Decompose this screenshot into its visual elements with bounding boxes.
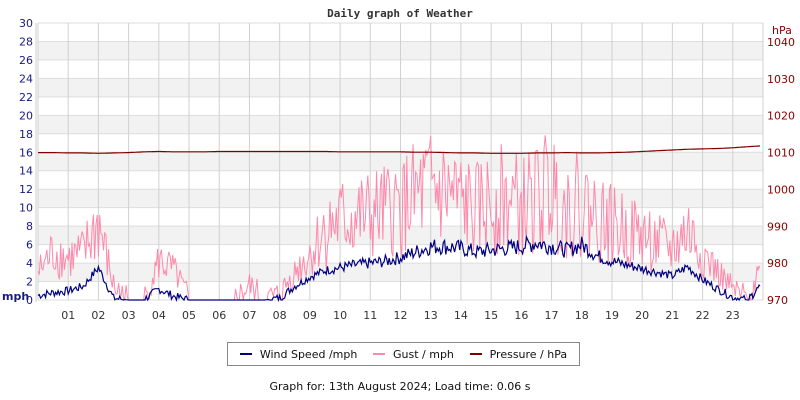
svg-text:16: 16 xyxy=(19,146,33,159)
svg-text:10: 10 xyxy=(19,202,33,215)
svg-text:03: 03 xyxy=(122,309,136,322)
chart-legend: Wind Speed /mph Gust / mph Pressure / hP… xyxy=(227,342,580,366)
chart-title: Daily graph of Weather xyxy=(327,7,473,20)
legend-label: Wind Speed /mph xyxy=(259,347,358,361)
svg-text:0: 0 xyxy=(26,294,33,307)
svg-text:2: 2 xyxy=(26,276,33,289)
svg-text:21: 21 xyxy=(665,309,679,322)
legend-label: Gust / mph xyxy=(393,347,454,361)
svg-text:1010: 1010 xyxy=(767,147,795,160)
legend-item-pressure: Pressure / hPa xyxy=(469,347,568,361)
y-axis-unit-right: hPa xyxy=(772,24,792,37)
svg-text:22: 22 xyxy=(696,309,710,322)
pressure-swatch-icon xyxy=(469,353,482,355)
svg-text:1020: 1020 xyxy=(767,110,795,123)
svg-text:30: 30 xyxy=(19,17,33,30)
legend-item-gust: Gust / mph xyxy=(373,348,454,361)
svg-text:10: 10 xyxy=(333,309,347,322)
series-pressure-hpa xyxy=(38,145,761,154)
svg-text:18: 18 xyxy=(575,309,589,322)
series-wind-speed-mph xyxy=(37,234,761,303)
svg-text:1000: 1000 xyxy=(767,183,795,196)
svg-text:11: 11 xyxy=(363,309,377,322)
legend-label: Pressure / hPa xyxy=(489,347,568,361)
grid-lines xyxy=(35,22,764,302)
svg-text:1030: 1030 xyxy=(767,73,795,86)
svg-text:19: 19 xyxy=(605,309,619,322)
svg-text:16: 16 xyxy=(514,309,528,322)
svg-text:8: 8 xyxy=(26,220,33,233)
gust-swatch-icon xyxy=(373,353,385,355)
data-series xyxy=(37,135,761,303)
svg-text:20: 20 xyxy=(19,109,33,122)
svg-text:990: 990 xyxy=(767,220,788,233)
svg-text:20: 20 xyxy=(635,309,649,322)
svg-text:24: 24 xyxy=(19,72,33,85)
svg-text:14: 14 xyxy=(19,165,33,178)
y-axis-unit-left: mph xyxy=(2,290,29,303)
svg-text:22: 22 xyxy=(19,91,33,104)
svg-text:6: 6 xyxy=(26,239,33,252)
svg-text:4: 4 xyxy=(26,257,33,270)
svg-text:04: 04 xyxy=(152,309,166,322)
svg-text:12: 12 xyxy=(19,183,33,196)
svg-text:01: 01 xyxy=(61,309,75,322)
svg-text:18: 18 xyxy=(19,128,33,141)
svg-text:12: 12 xyxy=(394,309,408,322)
svg-text:28: 28 xyxy=(19,35,33,48)
series-gust-mph xyxy=(37,135,761,302)
svg-text:06: 06 xyxy=(212,309,226,322)
svg-text:08: 08 xyxy=(273,309,287,322)
svg-text:980: 980 xyxy=(767,257,788,270)
svg-text:1040: 1040 xyxy=(767,36,795,49)
svg-text:05: 05 xyxy=(182,309,196,322)
svg-text:15: 15 xyxy=(484,309,498,322)
footer-status: Graph for: 13th August 2024; Load time: … xyxy=(269,380,531,393)
svg-text:26: 26 xyxy=(19,54,33,67)
svg-text:970: 970 xyxy=(767,294,788,307)
wind-speed-swatch-icon xyxy=(239,353,252,355)
svg-text:23: 23 xyxy=(726,309,740,322)
svg-text:13: 13 xyxy=(424,309,438,322)
y-axis-right: 970 980 990 1000 1010 1020 1030 1040 xyxy=(767,36,795,307)
svg-text:07: 07 xyxy=(242,309,256,322)
svg-text:09: 09 xyxy=(303,309,317,322)
legend-item-wind-speed: Wind Speed /mph xyxy=(239,347,358,361)
weather-chart: Daily graph of Weather 02468101214161820… xyxy=(2,7,795,322)
svg-text:02: 02 xyxy=(91,309,105,322)
svg-text:17: 17 xyxy=(545,309,559,322)
svg-text:14: 14 xyxy=(454,309,468,322)
x-axis: 01 02 03 04 05 06 07 08 09 10 11 12 13 14 15 16 17 18 19 20… xyxy=(61,309,740,322)
